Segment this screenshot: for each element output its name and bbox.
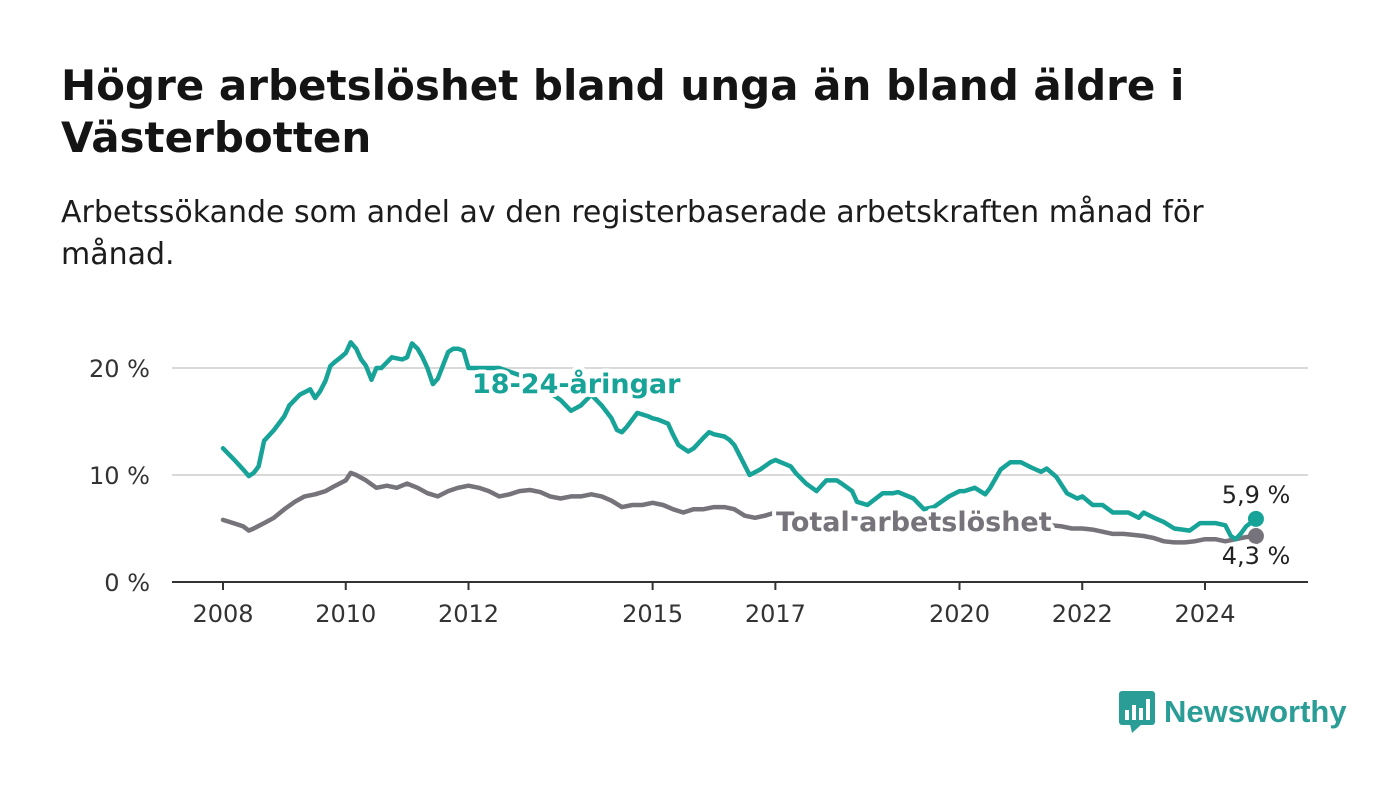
chart-subtitle: Arbetssökande som andel av den registerb… <box>61 195 1204 272</box>
x-tick-label: 2020 <box>929 600 990 628</box>
end-point-youth <box>1247 510 1264 527</box>
x-tick-label: 2010 <box>315 600 376 628</box>
x-tick-label: 2012 <box>438 600 499 628</box>
end-label-youth: 5,9 % <box>1222 481 1291 509</box>
bar-chart-speech-bubble-icon <box>1119 691 1155 733</box>
page-title: Högre arbetslöshet bland unga än bland ä… <box>61 61 1185 162</box>
grid-lines <box>172 367 1308 476</box>
x-axis: 2008 2010 2012 2015 2017 2020 2022 2024 <box>172 581 1308 628</box>
x-tick-label: 2008 <box>192 600 253 628</box>
series-lines <box>220 340 1264 545</box>
x-tick-label: 2022 <box>1052 600 1113 628</box>
y-tick-label: 10 % <box>89 462 150 490</box>
series-line-youth <box>220 340 1259 542</box>
newsworthy-logo: Newsworthy <box>1118 690 1347 734</box>
end-point-total <box>1247 527 1264 544</box>
x-tick-label: 2015 <box>622 600 683 628</box>
y-tick-label: 0 % <box>104 569 150 597</box>
series-labels: 18-24-åringar Total arbetslöshet 5,9 % 4,3 … <box>468 364 1293 573</box>
x-tick-label: 2024 <box>1174 600 1235 628</box>
logo-text: Newsworthy <box>1164 694 1347 729</box>
y-axis: 0 % 10 % 20 % <box>89 355 150 597</box>
end-label-total: 4,3 % <box>1222 542 1291 570</box>
series-label-total: Total arbetslöshet <box>776 507 1052 538</box>
x-tick-label: 2017 <box>745 600 806 628</box>
series-line-total <box>220 470 1259 545</box>
series-label-youth: 18-24-åringar <box>472 368 681 400</box>
y-tick-label: 20 % <box>89 355 150 383</box>
